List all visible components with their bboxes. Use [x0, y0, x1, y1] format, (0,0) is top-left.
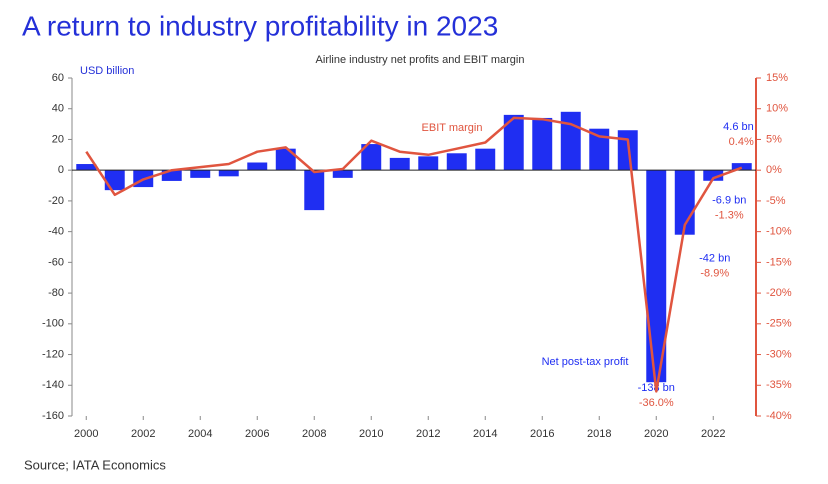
line-value-label: -36.0%	[639, 397, 674, 409]
bar-value-label: -6.9 bn	[712, 195, 746, 207]
source: Source; IATA Economics	[24, 457, 166, 472]
y2-tick-label: -40%	[766, 410, 792, 422]
y-tick-label: 60	[52, 72, 64, 84]
bar-value-label: -42 bn	[699, 253, 730, 265]
x-tick-label: 2012	[416, 428, 440, 440]
y2-tick-label: -30%	[766, 348, 792, 360]
bar	[646, 170, 667, 383]
x-tick-label: 2000	[74, 428, 98, 440]
series-label: EBIT margin	[422, 122, 483, 134]
x-tick-label: 2008	[302, 428, 326, 440]
y2-tick-label: -25%	[766, 318, 792, 330]
bar	[503, 114, 524, 171]
x-tick-label: 2004	[188, 428, 212, 440]
bar-value-label: 4.6 bn	[723, 121, 754, 133]
bar	[475, 148, 496, 171]
bar	[218, 170, 239, 177]
y-axis-label: USD billion	[80, 65, 134, 77]
chart-title: A return to industry profitability in 20…	[22, 10, 498, 41]
bar	[703, 170, 724, 181]
y-tick-label: -160	[42, 410, 64, 422]
x-tick-label: 2016	[530, 428, 554, 440]
y2-tick-label: -5%	[766, 195, 786, 207]
y-tick-label: -60	[48, 256, 64, 268]
bar	[389, 157, 410, 171]
y-tick-label: -120	[42, 348, 64, 360]
x-tick-label: 2006	[245, 428, 269, 440]
y2-tick-label: 15%	[766, 72, 788, 84]
bar	[304, 170, 325, 211]
bar	[275, 148, 296, 171]
bar	[418, 156, 439, 171]
x-tick-label: 2020	[644, 428, 668, 440]
bar	[190, 170, 211, 178]
y-tick-label: 40	[52, 103, 64, 115]
bar	[532, 117, 553, 171]
y-tick-label: -20	[48, 195, 64, 207]
bar	[731, 163, 752, 171]
x-tick-label: 2014	[473, 428, 497, 440]
bar	[76, 164, 97, 171]
y2-tick-label: -15%	[766, 256, 792, 268]
series-label: Net post-tax profit	[542, 356, 629, 368]
y-tick-label: -80	[48, 287, 64, 299]
x-tick-label: 2022	[701, 428, 725, 440]
x-tick-label: 2018	[587, 428, 611, 440]
line	[85, 116, 743, 393]
bar	[247, 162, 268, 171]
y-tick-label: -140	[42, 379, 64, 391]
y2-tick-label: 10%	[766, 103, 788, 115]
bar	[617, 130, 638, 171]
y2-tick-label: -35%	[766, 379, 792, 391]
y-tick-label: -40	[48, 226, 64, 238]
line-value-label: 0.4%	[729, 136, 754, 148]
y2-tick-label: -10%	[766, 226, 792, 238]
bar	[560, 111, 581, 171]
bar	[446, 153, 467, 171]
bar	[589, 128, 610, 171]
y2-tick-label: -20%	[766, 287, 792, 299]
y-tick-label: 0	[58, 164, 64, 176]
line-value-label: -8.9%	[700, 268, 729, 280]
x-tick-label: 2010	[359, 428, 383, 440]
bar	[332, 170, 353, 178]
y2-tick-label: 5%	[766, 133, 782, 145]
chart-subtitle: Airline industry net profits and EBIT ma…	[316, 54, 525, 66]
y-tick-label: -100	[42, 318, 64, 330]
y-tick-label: 20	[52, 133, 64, 145]
bar	[104, 170, 125, 191]
bar	[161, 170, 182, 181]
bar	[361, 144, 382, 171]
y2-tick-label: 0%	[766, 164, 782, 176]
x-tick-label: 2002	[131, 428, 155, 440]
line-value-label: -1.3%	[715, 210, 744, 222]
